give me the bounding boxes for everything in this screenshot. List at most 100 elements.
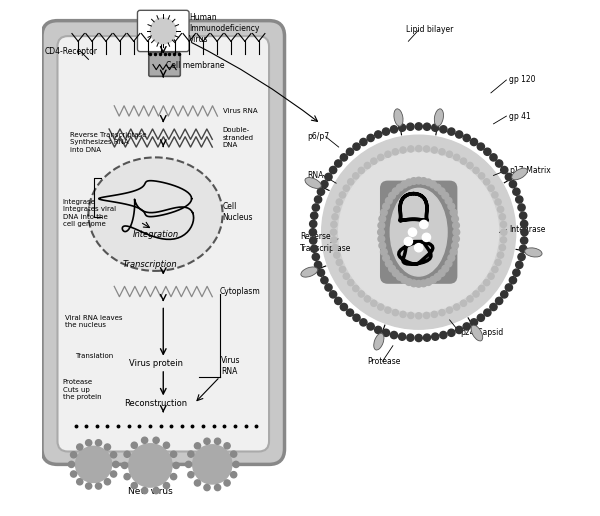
Circle shape	[416, 146, 422, 152]
Circle shape	[521, 220, 528, 228]
Circle shape	[424, 146, 430, 152]
Ellipse shape	[524, 248, 542, 257]
Circle shape	[224, 443, 230, 449]
Circle shape	[311, 212, 318, 219]
Circle shape	[142, 437, 148, 443]
Text: Virus RNA: Virus RNA	[223, 108, 257, 114]
Circle shape	[214, 438, 221, 444]
Circle shape	[392, 188, 399, 195]
Circle shape	[473, 291, 479, 297]
Circle shape	[505, 284, 512, 291]
Circle shape	[335, 297, 342, 304]
Circle shape	[424, 123, 431, 131]
Circle shape	[340, 154, 347, 161]
Circle shape	[121, 462, 128, 469]
Circle shape	[446, 151, 452, 157]
Circle shape	[401, 277, 407, 283]
Text: CD4-Receptor: CD4-Receptor	[44, 47, 98, 56]
Circle shape	[128, 444, 172, 487]
Circle shape	[151, 18, 176, 44]
Circle shape	[434, 273, 441, 280]
Circle shape	[450, 209, 457, 216]
Circle shape	[501, 229, 507, 235]
Circle shape	[495, 199, 501, 205]
Circle shape	[335, 160, 342, 167]
Circle shape	[473, 167, 479, 173]
Circle shape	[479, 285, 485, 292]
Text: Integrase
Integrates viral
DNA into the
cell genome: Integrase Integrates viral DNA into the …	[62, 199, 116, 227]
Circle shape	[358, 291, 364, 297]
Circle shape	[407, 334, 414, 341]
Circle shape	[442, 265, 449, 272]
Circle shape	[509, 181, 517, 188]
Circle shape	[420, 220, 428, 229]
Text: gp 120: gp 120	[509, 75, 535, 85]
Circle shape	[407, 123, 414, 131]
Circle shape	[233, 461, 239, 467]
Circle shape	[424, 312, 430, 318]
Circle shape	[331, 237, 337, 243]
Circle shape	[104, 479, 110, 485]
Circle shape	[408, 312, 414, 318]
Text: Cytoplasm: Cytoplasm	[220, 287, 261, 296]
Circle shape	[484, 179, 490, 185]
Circle shape	[490, 303, 497, 311]
Circle shape	[440, 126, 447, 133]
Circle shape	[415, 280, 422, 287]
Text: p6/p7: p6/p7	[308, 132, 330, 141]
Circle shape	[310, 237, 317, 244]
Circle shape	[404, 237, 412, 246]
Circle shape	[389, 265, 395, 272]
Text: RNA: RNA	[308, 171, 324, 180]
Circle shape	[398, 124, 406, 132]
Circle shape	[377, 154, 384, 160]
Circle shape	[513, 188, 520, 196]
Circle shape	[484, 280, 490, 286]
Circle shape	[440, 331, 447, 338]
Circle shape	[500, 167, 508, 174]
Circle shape	[420, 280, 427, 287]
Circle shape	[332, 214, 338, 220]
Circle shape	[360, 138, 367, 146]
Circle shape	[496, 297, 503, 304]
Circle shape	[124, 451, 130, 457]
Circle shape	[431, 333, 439, 340]
Circle shape	[452, 236, 460, 243]
Circle shape	[408, 146, 414, 152]
Circle shape	[163, 442, 170, 448]
Circle shape	[124, 474, 130, 480]
Circle shape	[448, 128, 455, 135]
Circle shape	[497, 252, 503, 258]
Circle shape	[442, 192, 449, 199]
Circle shape	[371, 158, 377, 164]
FancyBboxPatch shape	[58, 36, 269, 452]
Circle shape	[194, 480, 200, 486]
Text: Viral RNA leaves
the nucleus: Viral RNA leaves the nucleus	[65, 315, 123, 328]
Circle shape	[492, 266, 498, 272]
Circle shape	[71, 452, 77, 458]
Text: Transcription: Transcription	[123, 260, 178, 269]
Circle shape	[377, 229, 385, 235]
Circle shape	[392, 310, 398, 316]
Circle shape	[425, 179, 432, 186]
Circle shape	[392, 270, 399, 277]
Circle shape	[314, 261, 322, 268]
Circle shape	[194, 443, 200, 449]
Ellipse shape	[338, 152, 499, 312]
Circle shape	[317, 188, 325, 196]
Text: Human
Immunodeficiency
Virus: Human Immunodeficiency Virus	[189, 13, 259, 44]
Circle shape	[310, 220, 317, 228]
Circle shape	[400, 147, 406, 153]
Circle shape	[193, 445, 232, 484]
Circle shape	[488, 185, 494, 191]
Circle shape	[230, 472, 237, 478]
Circle shape	[353, 285, 359, 292]
Circle shape	[347, 179, 354, 185]
Text: Translation: Translation	[76, 353, 114, 360]
Circle shape	[460, 300, 467, 307]
Circle shape	[467, 163, 473, 169]
Circle shape	[142, 488, 148, 494]
Circle shape	[321, 277, 328, 284]
FancyBboxPatch shape	[380, 181, 457, 284]
Circle shape	[340, 303, 347, 311]
